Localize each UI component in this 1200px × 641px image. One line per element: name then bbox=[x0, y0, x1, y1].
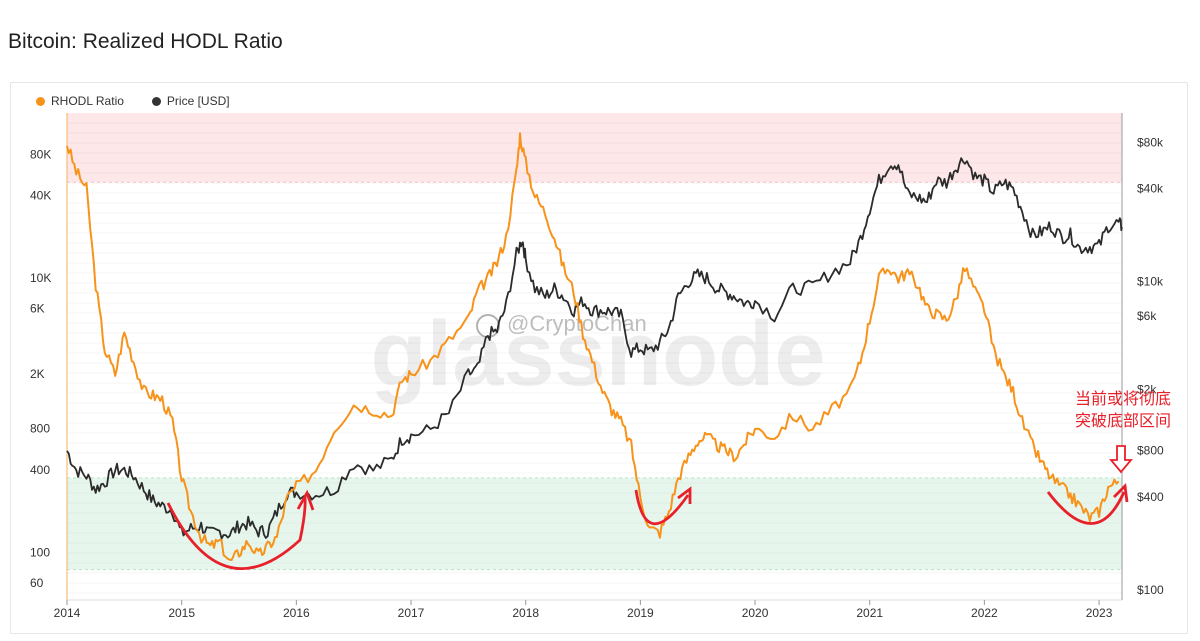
x-tick-label: 2020 bbox=[742, 606, 769, 620]
y-left-tick-label: 100 bbox=[30, 545, 50, 559]
y-right-tick-label: $6k bbox=[1137, 309, 1157, 323]
y-left-tick-label: 40K bbox=[30, 189, 51, 203]
y-right-tick-label: $2k bbox=[1137, 382, 1157, 396]
y-right-tick-label: $400 bbox=[1137, 490, 1164, 504]
annotation-down-arrow-icon bbox=[1109, 445, 1133, 474]
y-right-tick-label: $800 bbox=[1137, 444, 1164, 458]
price-series-line bbox=[66, 157, 1123, 540]
annotation-arrowhead-2023 bbox=[1113, 482, 1129, 503]
x-tick-label: 2023 bbox=[1086, 606, 1113, 620]
annotation-line-2: 突破底部区间 bbox=[1074, 411, 1171, 430]
page-title: Bitcoin: Realized HODL Ratio bbox=[8, 30, 283, 53]
y-right-tick-label: $80k bbox=[1137, 135, 1164, 149]
annotation-line-1: 当前或将彻底 bbox=[1074, 389, 1171, 408]
x-tick-label: 2019 bbox=[627, 606, 654, 620]
y-right-tick-label: $100 bbox=[1137, 583, 1164, 597]
x-tick-label: 2022 bbox=[971, 606, 998, 620]
x-tick-label: 2018 bbox=[512, 606, 539, 620]
legend-dot-price bbox=[151, 96, 161, 106]
watermark-brand: glassnode bbox=[370, 303, 825, 405]
legend-item-price[interactable]: Price [USD] bbox=[151, 94, 230, 108]
top-zone-band bbox=[67, 113, 1122, 183]
rhodl-series-line bbox=[66, 132, 1120, 561]
y-left-tick-label: 80K bbox=[30, 147, 51, 161]
x-tick-label: 2015 bbox=[168, 606, 195, 620]
y-left-tick-label: 400 bbox=[30, 463, 50, 477]
annotation-text: 当前或将彻底 突破底部区间 bbox=[1064, 388, 1182, 432]
chart-legend: RHODL Ratio Price [USD] bbox=[36, 94, 230, 108]
annotation-arrowhead-2015 bbox=[296, 489, 315, 511]
x-tick-label: 2014 bbox=[54, 606, 81, 620]
y-left-tick-label: 800 bbox=[30, 422, 50, 436]
legend-label-rhodl: RHODL Ratio bbox=[51, 94, 124, 108]
legend-label-price: Price [USD] bbox=[166, 94, 230, 108]
y-left-tick-label: 60 bbox=[30, 576, 44, 590]
x-tick-label: 2017 bbox=[398, 606, 425, 620]
x-tick-label: 2016 bbox=[283, 606, 310, 620]
y-left-tick-label: 6K bbox=[30, 302, 45, 316]
annotation-arrowhead-2019 bbox=[677, 486, 692, 504]
x-tick-label: 2021 bbox=[856, 606, 883, 620]
annotation-arc-2019 bbox=[634, 489, 690, 526]
legend-dot-rhodl bbox=[36, 96, 45, 106]
y-right-tick-label: $10k bbox=[1137, 275, 1164, 289]
legend-item-rhodl[interactable]: RHODL Ratio bbox=[36, 94, 124, 108]
annotation-arc-2023 bbox=[1046, 491, 1126, 525]
annotation-arc-2015 bbox=[166, 496, 307, 571]
y-left-tick-label: 10K bbox=[30, 271, 51, 285]
y-left-tick-label: 2K bbox=[30, 367, 45, 381]
y-right-tick-label: $40k bbox=[1137, 182, 1164, 196]
